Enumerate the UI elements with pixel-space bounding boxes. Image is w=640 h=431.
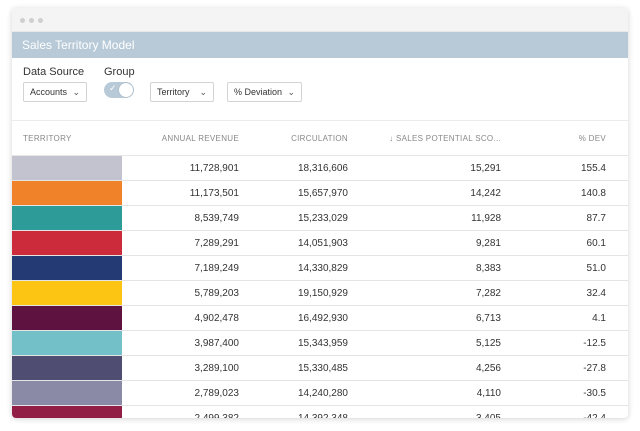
table-row[interactable]: 2,789,023 14,240,280 4,110 -30.5 (12, 381, 628, 406)
annual-revenue-cell: 4,902,478 (194, 313, 240, 324)
sales-potential-cell: 9,281 (475, 238, 501, 249)
percent-dev-cell: -30.5 (583, 388, 606, 399)
toggle-knob (119, 83, 133, 97)
group-label: Group (104, 66, 135, 78)
sales-potential-cell: 8,383 (475, 263, 501, 274)
column-header-circulation[interactable]: CIRCULATION (291, 134, 348, 143)
sales-potential-cell: 4,256 (475, 363, 501, 374)
window-close-dot[interactable] (20, 18, 25, 23)
column-header-percent-dev[interactable]: % DEV (578, 134, 606, 143)
group-by-dropdown[interactable]: Territory ⌄ (150, 82, 214, 102)
territory-color-swatch (12, 156, 122, 180)
metric-dropdown[interactable]: % Deviation ⌄ (227, 82, 302, 102)
column-header-annual-revenue[interactable]: ANNUAL REVENUE (161, 134, 239, 143)
page-title: Sales Territory Model (12, 32, 628, 58)
circulation-cell: 15,657,970 (297, 188, 348, 199)
percent-dev-cell: -27.8 (583, 363, 606, 374)
sales-potential-cell: 3,405 (476, 413, 501, 418)
check-icon: ✓ (109, 83, 117, 93)
metric-value: % Deviation (234, 87, 283, 97)
chevron-down-icon: ⌄ (199, 87, 207, 97)
territory-color-swatch (12, 256, 122, 280)
sales-potential-cell: 5,125 (475, 338, 501, 349)
percent-dev-cell: 140.8 (580, 188, 606, 199)
table-row[interactable]: 7,189,249 14,330,829 8,383 51.0 (12, 256, 628, 281)
annual-revenue-cell: 3,289,100 (194, 363, 240, 374)
circulation-cell: 14,330,829 (297, 263, 348, 274)
sales-potential-cell: 6,713 (475, 313, 501, 324)
annual-revenue-cell: 11,728,901 (189, 163, 239, 174)
controls-bar: Data Source Accounts ⌄ Group ✓ Territory… (12, 58, 628, 120)
window-maximize-dot[interactable] (38, 18, 43, 23)
data-source-value: Accounts (30, 87, 68, 97)
annual-revenue-cell: 7,189,249 (194, 263, 240, 274)
annual-revenue-cell: 5,789,203 (194, 288, 240, 299)
circulation-cell: 18,316,606 (297, 163, 348, 174)
percent-dev-cell: 155.4 (580, 163, 606, 174)
circulation-cell: 14,240,280 (297, 388, 348, 399)
percent-dev-cell: 60.1 (586, 238, 606, 249)
table-row[interactable]: 8,539,749 15,233,029 11,928 87.7 (12, 206, 628, 231)
annual-revenue-cell: 11,173,501 (189, 188, 239, 199)
table-row[interactable]: 5,789,203 19,150,929 7,282 32.4 (12, 281, 628, 306)
territory-color-swatch (12, 331, 122, 355)
percent-dev-cell: -42.4 (583, 413, 606, 418)
territory-color-swatch (12, 231, 122, 255)
annual-revenue-cell: 3,987,400 (194, 338, 240, 349)
territory-color-swatch (12, 381, 122, 405)
table-row[interactable]: 11,728,901 18,316,606 15,291 155.4 (12, 156, 628, 181)
percent-dev-cell: 87.7 (586, 213, 606, 224)
annual-revenue-cell: 7,289,291 (194, 238, 240, 249)
data-source-label: Data Source (23, 66, 85, 78)
table-row[interactable]: 7,289,291 14,051,903 9,281 60.1 (12, 231, 628, 256)
annual-revenue-cell: 8,539,749 (194, 213, 240, 224)
column-header-sales-potential[interactable]: ↓ SALES POTENTIAL SCO... (389, 134, 501, 143)
group-toggle[interactable]: ✓ (104, 82, 134, 98)
table-header: TERRITORY ANNUAL REVENUE CIRCULATION ↓ S… (12, 120, 628, 156)
chevron-down-icon: ⌄ (287, 87, 295, 97)
annual-revenue-cell: 2,499,382 (195, 413, 240, 418)
percent-dev-cell: 51.0 (586, 263, 606, 274)
territory-color-swatch (12, 206, 122, 230)
circulation-cell: 14,392,348 (298, 413, 348, 418)
territory-color-swatch (12, 406, 122, 418)
sales-potential-cell: 7,282 (475, 288, 501, 299)
circulation-cell: 15,330,485 (297, 363, 348, 374)
window-minimize-dot[interactable] (29, 18, 34, 23)
territory-color-swatch (12, 356, 122, 380)
sales-potential-cell: 4,110 (476, 388, 501, 399)
table-row[interactable]: 3,987,400 15,343,959 5,125 -12.5 (12, 331, 628, 356)
circulation-cell: 14,051,903 (297, 238, 348, 249)
title-bar (12, 8, 628, 32)
group-by-value: Territory (157, 87, 190, 97)
circulation-cell: 16,492,930 (297, 313, 348, 324)
territory-color-swatch (12, 281, 122, 305)
sales-potential-cell: 11,928 (471, 213, 501, 224)
annual-revenue-cell: 2,789,023 (194, 388, 240, 399)
circulation-cell: 15,343,959 (297, 338, 348, 349)
app-window: Sales Territory Model Data Source Accoun… (12, 8, 628, 418)
column-header-territory[interactable]: TERRITORY (23, 134, 72, 143)
circulation-cell: 19,150,929 (297, 288, 348, 299)
chevron-down-icon: ⌄ (72, 87, 80, 97)
sales-potential-cell: 14,242 (470, 188, 501, 199)
percent-dev-cell: 4.1 (592, 313, 606, 324)
table-body: 11,728,901 18,316,606 15,291 155.4 11,173,50… (12, 156, 628, 418)
territory-color-swatch (12, 306, 122, 330)
percent-dev-cell: 32.4 (586, 288, 606, 299)
circulation-cell: 15,233,029 (297, 213, 348, 224)
table-row[interactable]: 11,173,501 15,657,970 14,242 140.8 (12, 181, 628, 206)
territory-color-swatch (12, 181, 122, 205)
table-row[interactable]: 3,289,100 15,330,485 4,256 -27.8 (12, 356, 628, 381)
sales-potential-cell: 15,291 (470, 163, 501, 174)
data-source-dropdown[interactable]: Accounts ⌄ (23, 82, 87, 102)
table-row[interactable]: 4,902,478 16,492,930 6,713 4.1 (12, 306, 628, 331)
percent-dev-cell: -12.5 (583, 338, 606, 349)
table-row[interactable]: 2,499,382 14,392,348 3,405 -42.4 (12, 406, 628, 418)
